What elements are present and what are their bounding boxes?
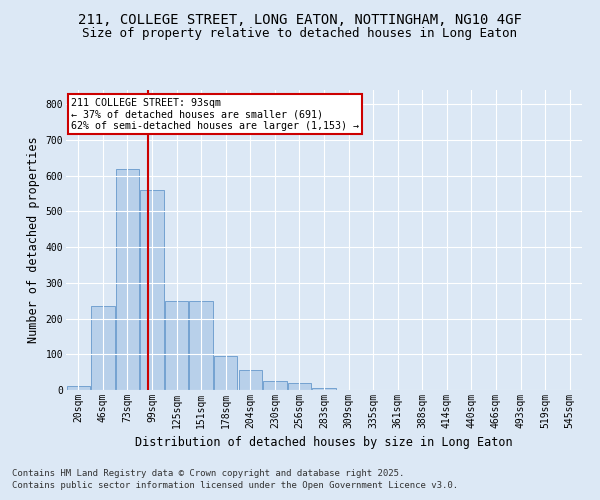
X-axis label: Distribution of detached houses by size in Long Eaton: Distribution of detached houses by size … <box>135 436 513 450</box>
Text: 211 COLLEGE STREET: 93sqm
← 37% of detached houses are smaller (691)
62% of semi: 211 COLLEGE STREET: 93sqm ← 37% of detac… <box>71 98 359 130</box>
Bar <box>313 388 335 390</box>
Bar <box>67 386 90 390</box>
Y-axis label: Number of detached properties: Number of detached properties <box>27 136 40 344</box>
Text: Size of property relative to detached houses in Long Eaton: Size of property relative to detached ho… <box>83 28 517 40</box>
Bar <box>263 381 287 390</box>
Bar <box>190 300 213 390</box>
Bar <box>116 168 139 390</box>
Bar <box>288 383 311 390</box>
Bar <box>91 306 115 390</box>
Text: Contains HM Land Registry data © Crown copyright and database right 2025.: Contains HM Land Registry data © Crown c… <box>12 468 404 477</box>
Bar <box>214 356 238 390</box>
Text: 211, COLLEGE STREET, LONG EATON, NOTTINGHAM, NG10 4GF: 211, COLLEGE STREET, LONG EATON, NOTTING… <box>78 12 522 26</box>
Bar <box>239 370 262 390</box>
Bar <box>140 190 164 390</box>
Text: Contains public sector information licensed under the Open Government Licence v3: Contains public sector information licen… <box>12 481 458 490</box>
Bar <box>165 300 188 390</box>
